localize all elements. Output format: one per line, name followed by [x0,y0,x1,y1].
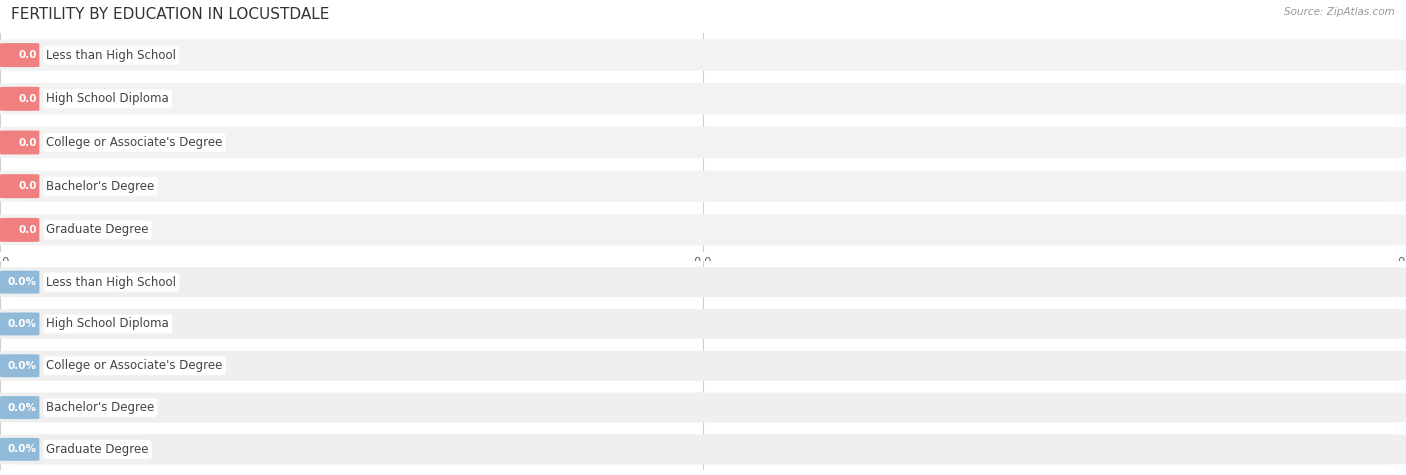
Text: Less than High School: Less than High School [46,276,176,289]
Text: Graduate Degree: Graduate Degree [46,223,149,237]
FancyBboxPatch shape [0,309,1406,339]
Text: 0.0: 0.0 [18,137,37,148]
Text: Graduate Degree: Graduate Degree [46,443,149,456]
Text: College or Associate's Degree: College or Associate's Degree [46,359,222,372]
FancyBboxPatch shape [0,39,1406,71]
Text: Bachelor's Degree: Bachelor's Degree [46,180,155,193]
Text: 0.0%: 0.0% [7,277,37,287]
FancyBboxPatch shape [0,271,39,294]
Text: Less than High School: Less than High School [46,48,176,62]
Text: FERTILITY BY EDUCATION IN LOCUSTDALE: FERTILITY BY EDUCATION IN LOCUSTDALE [11,7,329,22]
Text: College or Associate's Degree: College or Associate's Degree [46,136,222,149]
FancyBboxPatch shape [0,218,39,242]
Text: 0.0: 0.0 [18,94,37,104]
Text: 0.0%: 0.0% [7,444,37,455]
FancyBboxPatch shape [0,83,1406,114]
FancyBboxPatch shape [0,351,1406,381]
FancyBboxPatch shape [0,396,39,419]
FancyBboxPatch shape [0,214,1406,246]
FancyBboxPatch shape [0,131,39,154]
FancyBboxPatch shape [0,434,1406,465]
FancyBboxPatch shape [0,354,39,377]
FancyBboxPatch shape [0,313,39,335]
Text: 0.0%: 0.0% [7,402,37,413]
Text: 0.0: 0.0 [18,50,37,60]
FancyBboxPatch shape [0,174,39,198]
Text: 0.0%: 0.0% [7,361,37,371]
Text: 0.0: 0.0 [18,181,37,191]
Text: Bachelor's Degree: Bachelor's Degree [46,401,155,414]
FancyBboxPatch shape [0,87,39,111]
FancyBboxPatch shape [0,171,1406,202]
Text: 0.0%: 0.0% [7,319,37,329]
FancyBboxPatch shape [0,43,39,67]
Text: Source: ZipAtlas.com: Source: ZipAtlas.com [1284,7,1395,17]
Text: High School Diploma: High School Diploma [46,317,169,331]
FancyBboxPatch shape [0,267,1406,297]
FancyBboxPatch shape [0,392,1406,423]
FancyBboxPatch shape [0,127,1406,158]
Text: High School Diploma: High School Diploma [46,92,169,105]
Text: 0.0: 0.0 [18,225,37,235]
FancyBboxPatch shape [0,438,39,461]
